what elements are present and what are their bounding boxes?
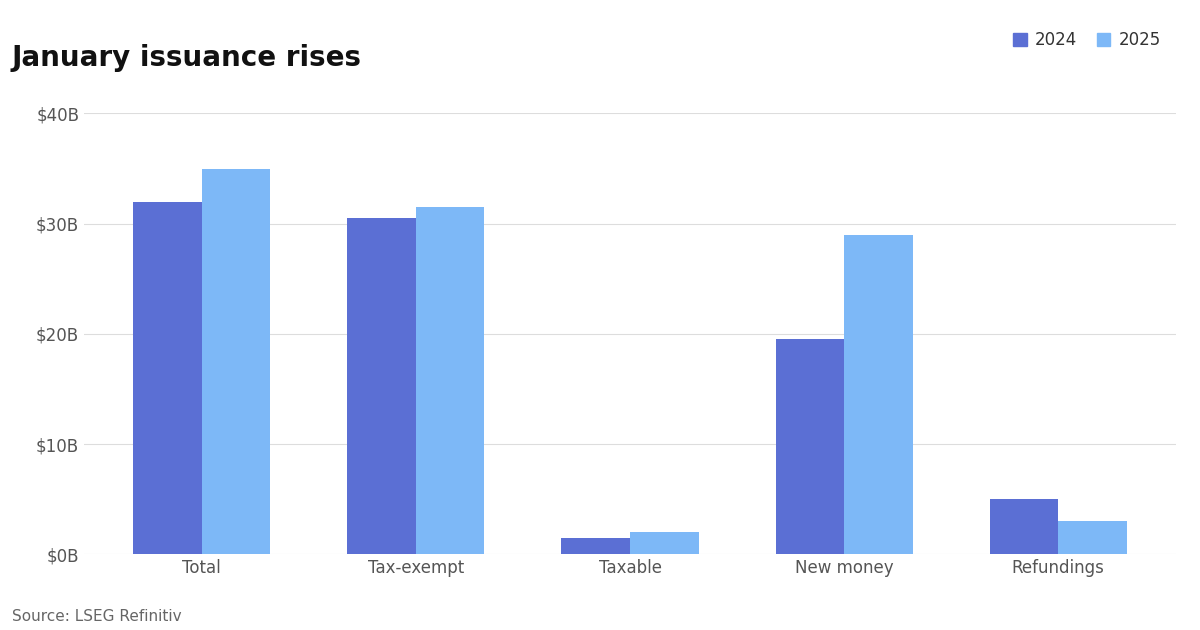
- Bar: [347, 218, 416, 554]
- Bar: [202, 168, 270, 554]
- Bar: [775, 340, 844, 554]
- Bar: [562, 538, 630, 554]
- Bar: [990, 499, 1058, 554]
- Bar: [133, 202, 202, 554]
- Bar: [844, 234, 913, 554]
- Legend: 2024, 2025: 2024, 2025: [1007, 25, 1168, 56]
- Text: Source: LSEG Refinitiv: Source: LSEG Refinitiv: [12, 609, 181, 624]
- Bar: [1058, 522, 1127, 554]
- Bar: [416, 207, 485, 554]
- Text: January issuance rises: January issuance rises: [12, 44, 362, 72]
- Bar: [630, 532, 698, 554]
